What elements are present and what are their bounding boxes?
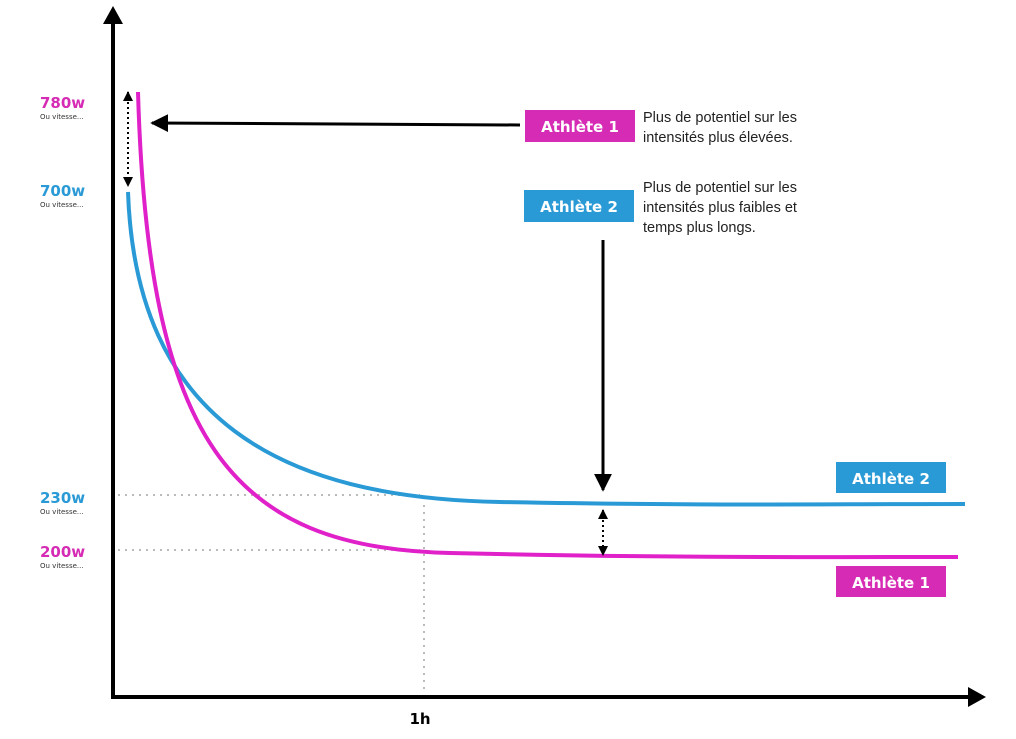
curve-tag: Athlète 1 <box>852 574 930 592</box>
tag-box <box>525 110 635 142</box>
x-axis-arrow <box>968 687 986 707</box>
athlete-2-curve <box>126 191 966 507</box>
athlete-1-curve <box>136 91 959 560</box>
callout-text: intensités plus élevées. <box>643 130 793 146</box>
callout-text: Plus de potentiel sur les <box>643 110 797 126</box>
guides <box>118 494 425 692</box>
y-axis-arrow <box>103 6 123 24</box>
y-note: Ou vitesse... <box>40 201 84 209</box>
x-label: 1h <box>409 710 430 728</box>
curve-tag: Athlète 2 <box>852 470 930 488</box>
tag: Athlète 2 <box>540 198 618 216</box>
y-label: 780w <box>40 94 85 112</box>
callout-text: intensités plus faibles et <box>643 200 797 216</box>
y-label: 230w <box>40 489 85 507</box>
callout-text: temps plus longs. <box>643 220 756 236</box>
callout-text: Plus de potentiel sur les <box>643 180 797 196</box>
y-note: Ou vitesse... <box>40 508 84 516</box>
pointer-arrow <box>150 114 521 133</box>
curve-tag-box <box>836 462 946 493</box>
y-label: 700w <box>40 182 85 200</box>
y-note: Ou vitesse... <box>40 562 84 570</box>
y-note: Ou vitesse... <box>40 113 84 121</box>
axes <box>111 22 972 699</box>
tag-box <box>524 190 634 222</box>
tag: Athlète 1 <box>541 118 619 136</box>
curve-tag-box <box>836 566 946 597</box>
y-label: 200w <box>40 543 85 561</box>
